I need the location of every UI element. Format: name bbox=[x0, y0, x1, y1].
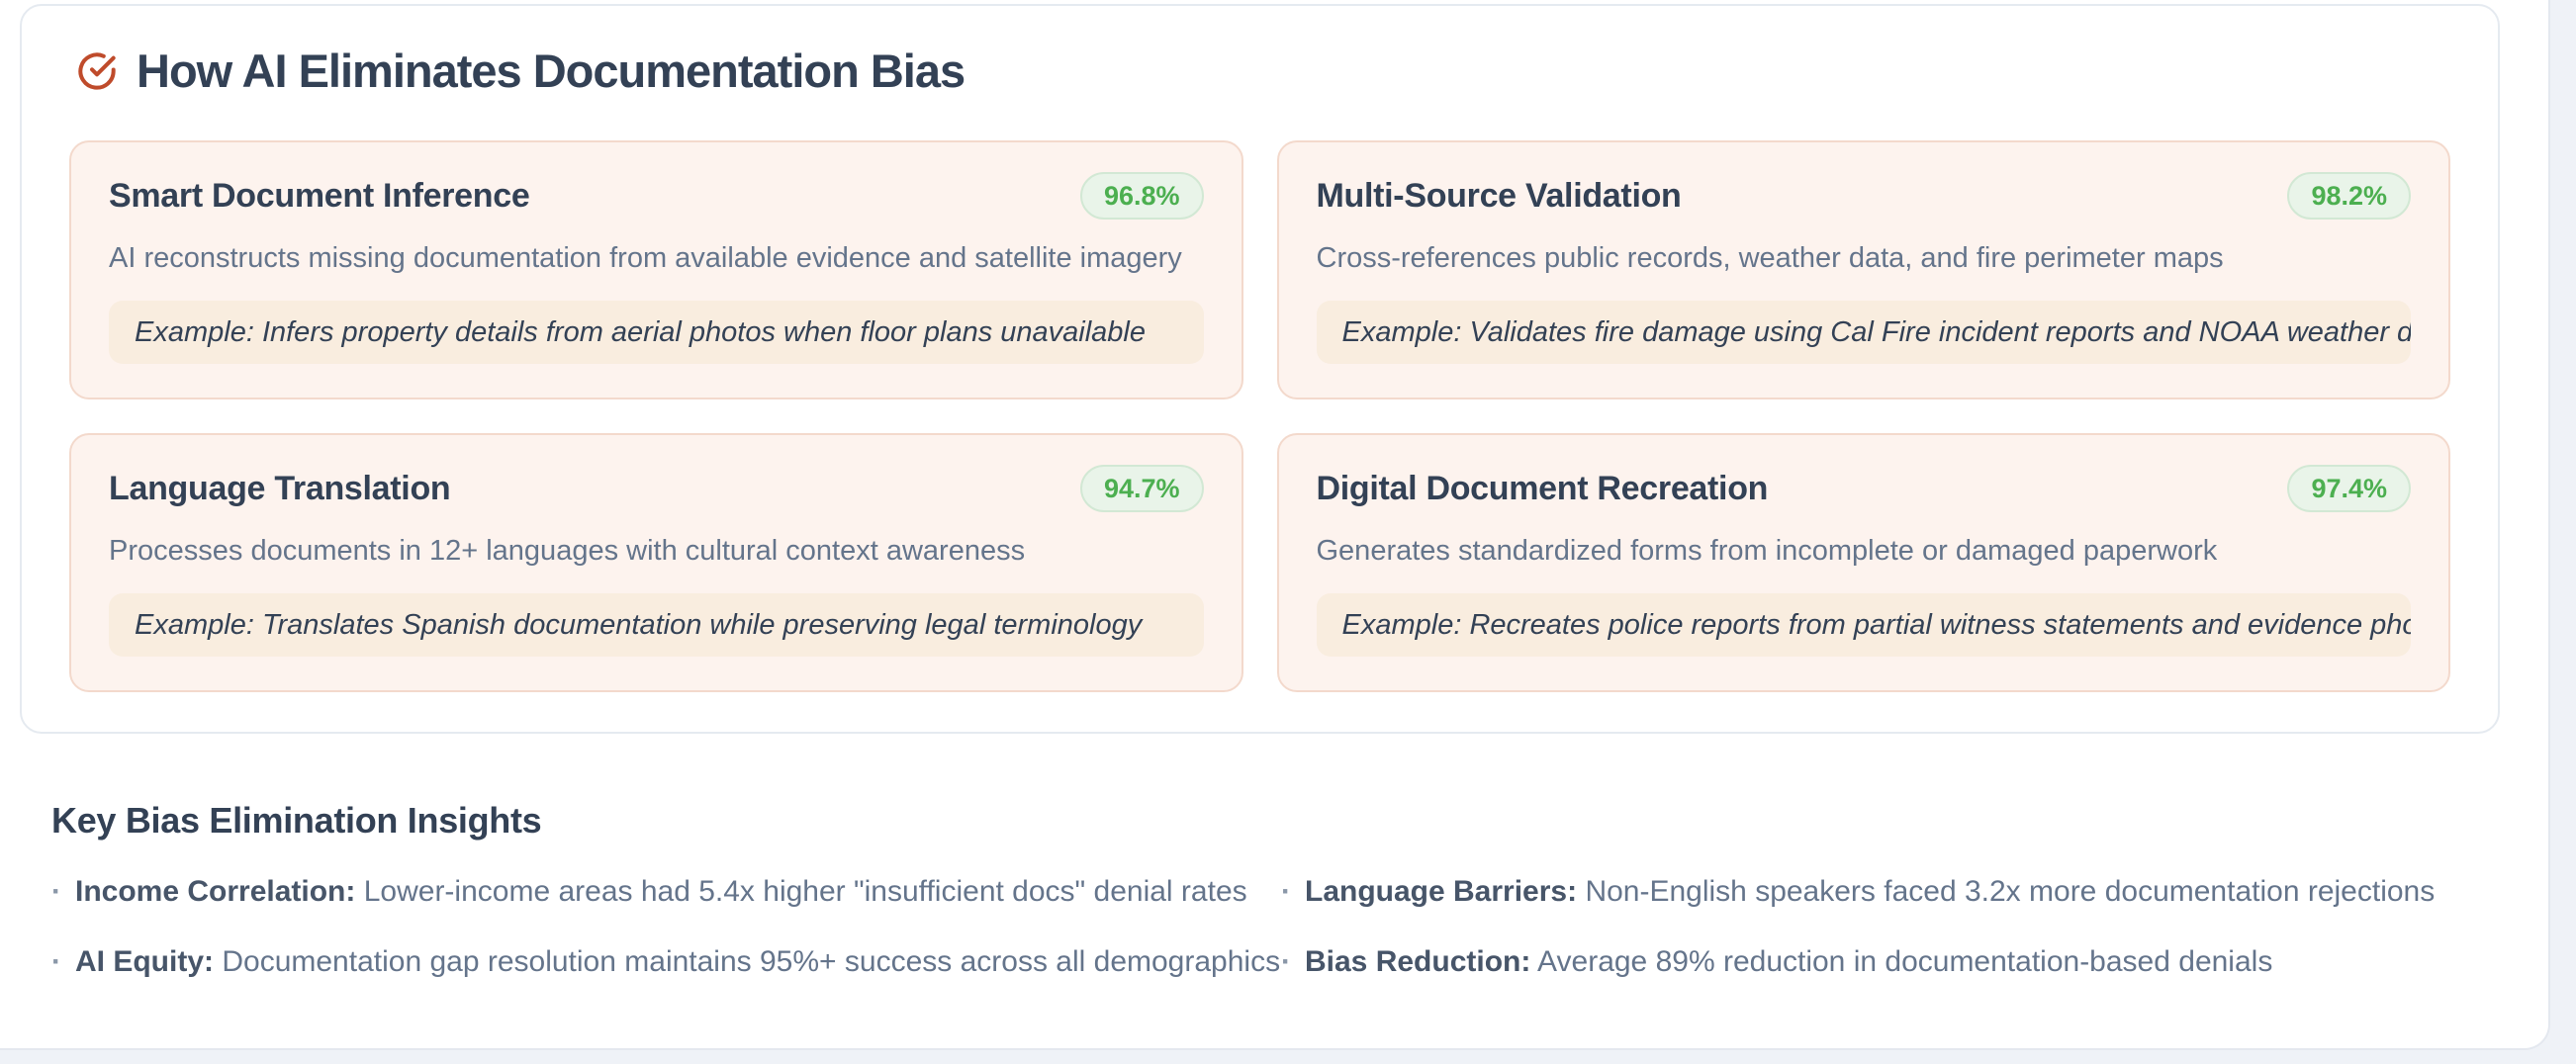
feature-card-title: Smart Document Inference bbox=[109, 177, 530, 215]
feature-card-description: Generates standardized forms from incomp… bbox=[1316, 535, 2218, 567]
feature-card-digital-document-recreation: Digital Document Recreation 97.4% Genera… bbox=[1276, 433, 2450, 692]
bullet-dot: · bbox=[1281, 875, 1291, 908]
insight-text: Average 89% reduction in documentation-b… bbox=[1537, 945, 2273, 978]
feature-card-description: Processes documents in 12+ languages wit… bbox=[109, 535, 1026, 567]
feature-card-smart-document-inference: Smart Document Inference 96.8% AI recons… bbox=[69, 140, 1243, 399]
insight-income-correlation: · Income Correlation: Lower-income areas … bbox=[51, 874, 1281, 910]
accuracy-badge: 96.8% bbox=[1079, 172, 1204, 220]
feature-card-title: Language Translation bbox=[109, 470, 451, 507]
insight-label: Language Barriers: bbox=[1305, 875, 1578, 908]
section-title: How AI Eliminates Documentation Bias bbox=[137, 44, 966, 97]
content-panel: How AI Eliminates Documentation Bias Sma… bbox=[0, 0, 2550, 1050]
insight-label: AI Equity: bbox=[75, 945, 214, 978]
feature-card-title: Digital Document Recreation bbox=[1316, 470, 1769, 507]
insight-text: Documentation gap resolution maintains 9… bbox=[222, 945, 1281, 978]
insight-ai-equity: · AI Equity: Documentation gap resolution… bbox=[51, 944, 1281, 980]
insights-title: Key Bias Elimination Insights bbox=[51, 800, 542, 841]
insight-language-barriers: · Language Barriers: Non-English speakers… bbox=[1281, 874, 2485, 910]
feature-card-description: AI reconstructs missing documentation fr… bbox=[109, 242, 1182, 274]
accuracy-badge: 94.7% bbox=[1079, 465, 1204, 512]
card-header: Digital Document Recreation 97.4% bbox=[1316, 465, 2411, 512]
insight-text: Non-English speakers faced 3.2x more doc… bbox=[1585, 875, 2436, 908]
feature-card-description: Cross-references public records, weather… bbox=[1316, 242, 2224, 274]
card-header: Smart Document Inference 96.8% bbox=[109, 172, 1204, 220]
card-header: Multi-Source Validation 98.2% bbox=[1316, 172, 2411, 220]
insights-section: Key Bias Elimination Insights · Income Co… bbox=[51, 799, 2485, 980]
feature-card-example: Example: Infers property details from ae… bbox=[109, 301, 1204, 364]
card-header: Language Translation 94.7% bbox=[109, 465, 1204, 512]
feature-card-example: Example: Translates Spanish documentatio… bbox=[109, 593, 1204, 657]
accuracy-badge: 98.2% bbox=[2287, 172, 2411, 220]
section-header: How AI Eliminates Documentation Bias bbox=[69, 42, 2450, 101]
feature-cards-grid: Smart Document Inference 96.8% AI recons… bbox=[69, 140, 2450, 692]
feature-card-language-translation: Language Translation 94.7% Processes doc… bbox=[69, 433, 1243, 692]
bullet-dot: · bbox=[51, 945, 61, 978]
bullet-dot: · bbox=[51, 875, 61, 908]
feature-card-title: Multi-Source Validation bbox=[1316, 177, 1682, 215]
insight-label: Income Correlation: bbox=[75, 875, 356, 908]
feature-card-multi-source-validation: Multi-Source Validation 98.2% Cross-refe… bbox=[1276, 140, 2450, 399]
bullet-dot: · bbox=[1281, 945, 1291, 978]
insights-grid: · Income Correlation: Lower-income areas … bbox=[51, 874, 2485, 980]
insight-text: Lower-income areas had 5.4x higher "insu… bbox=[363, 875, 1247, 908]
ai-bias-section: How AI Eliminates Documentation Bias Sma… bbox=[20, 4, 2500, 734]
insight-label: Bias Reduction: bbox=[1305, 945, 1531, 978]
insight-bias-reduction: · Bias Reduction: Average 89% reduction i… bbox=[1281, 944, 2485, 980]
check-circle-icon bbox=[77, 51, 117, 91]
accuracy-badge: 97.4% bbox=[2287, 465, 2411, 512]
feature-card-example: Example: Validates fire damage using Cal… bbox=[1316, 301, 2411, 364]
feature-card-example: Example: Recreates police reports from p… bbox=[1316, 593, 2411, 657]
